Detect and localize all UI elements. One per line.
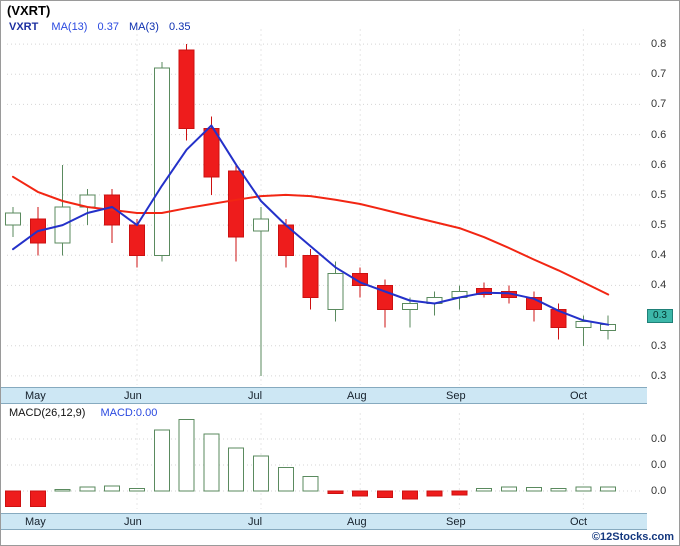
macd-chart-canvas [5,413,641,509]
month-label: Aug [347,516,367,528]
month-label: Oct [570,516,588,528]
macd-histogram [5,419,617,508]
macd-grid-lines [7,413,641,509]
price-y-tick: 0.8 [651,38,667,50]
month-label: Jul [248,390,263,402]
price-chart-canvas [5,29,641,385]
macd-y-tick: 0.0 [651,459,667,471]
month-label: May [25,516,46,528]
price-legend: VXRT MA(13) 0.37 MA(3) 0.35 [9,21,197,33]
grid-lines [7,29,641,385]
legend-ma13-value: 0.37 [97,21,119,33]
price-y-tick: 0.3 [651,340,667,352]
month-label: Sep [446,516,466,528]
macd-y-axis: 0.0 0.0 0.0 [647,404,679,513]
macd-y-tick: 0.0 [651,485,667,497]
price-y-tick: 0.5 [651,189,667,201]
current-price-badge: 0.3 [647,309,673,323]
price-y-tick: 0.6 [651,129,667,141]
price-y-tick: 0.3 [651,370,667,382]
legend-ma3-value: 0.35 [169,21,191,33]
price-y-tick: 0.7 [651,98,667,110]
month-label: Jun [124,516,142,528]
legend-ma3-label: MA(3) [129,21,159,33]
price-y-tick: 0.5 [651,219,667,231]
watermark: ©12Stocks.com [591,531,674,543]
month-label: Sep [446,390,466,402]
legend-ma13-label: MA(13) [51,21,88,33]
price-y-axis: 0.8 0.7 0.7 0.6 0.6 0.5 0.5 0.4 0.4 0.3 0.3 0.3 [647,19,679,387]
x-axis-band-price: May Jun Jul Aug Sep Oct [1,387,647,404]
chart-title: (VXRT) [7,3,51,18]
price-y-tick: 0.6 [651,159,667,171]
candlesticks [5,44,617,376]
month-label: May [25,390,46,402]
month-label: Jun [124,390,142,402]
macd-label: MACD(26,12,9) [9,407,86,419]
price-y-tick: 0.7 [651,68,667,80]
legend-symbol: VXRT [9,21,39,33]
macd-value: MACD:0.00 [100,407,158,419]
ma13-line [12,175,610,296]
x-axis-band-macd: May Jun Jul Aug Sep Oct [1,513,647,530]
macd-legend: MACD(26,12,9) MACD:0.00 [9,407,157,419]
footer-strip: ©12Stocks.com [1,530,679,545]
ma3-line [12,124,610,326]
month-label: Oct [570,390,588,402]
price-y-tick: 0.4 [651,249,667,261]
price-y-tick: 0.4 [651,279,667,291]
month-label: Aug [347,390,367,402]
macd-y-tick: 0.0 [651,433,667,445]
month-label: Jul [248,516,263,528]
